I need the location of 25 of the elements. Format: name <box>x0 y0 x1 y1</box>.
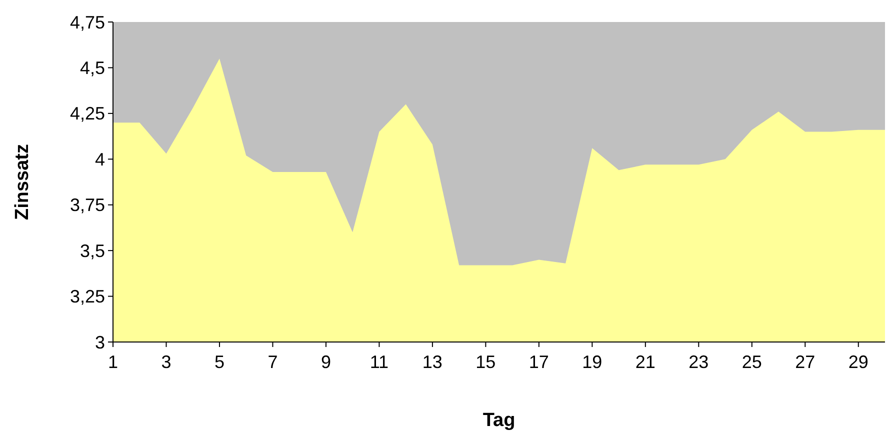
x-tick-label: 1 <box>108 352 118 372</box>
x-tick-label: 27 <box>795 352 816 372</box>
x-tick-label: 17 <box>528 352 549 372</box>
x-tick-label: 5 <box>214 352 224 372</box>
x-tick-label: 13 <box>422 352 442 372</box>
x-tick-label: 19 <box>582 352 602 372</box>
x-tick-label: 23 <box>688 352 709 372</box>
y-tick-label: 4,25 <box>70 104 105 124</box>
y-tick-label: 4,5 <box>80 58 105 78</box>
y-tick-label: 3,5 <box>80 240 105 261</box>
y-tick-label: 3,25 <box>70 286 105 307</box>
x-tick-label: 15 <box>476 352 496 372</box>
x-tick-label: 11 <box>370 352 389 372</box>
x-tick-label: 29 <box>848 352 868 372</box>
y-tick-label: 3,75 <box>70 195 105 216</box>
y-tick-label: 4,75 <box>70 12 105 32</box>
x-axis-title: Tag <box>482 410 516 431</box>
x-tick-label: 25 <box>742 352 762 372</box>
y-tick-label: 4 <box>94 149 105 170</box>
x-tick-label: 9 <box>320 352 331 372</box>
x-tick-label: 3 <box>161 352 172 372</box>
x-tick-label: 7 <box>268 352 278 372</box>
y-axis-title: Zinssatz <box>12 144 33 220</box>
y-tick-label: 3 <box>94 332 105 352</box>
x-tick-label: 21 <box>635 352 656 372</box>
